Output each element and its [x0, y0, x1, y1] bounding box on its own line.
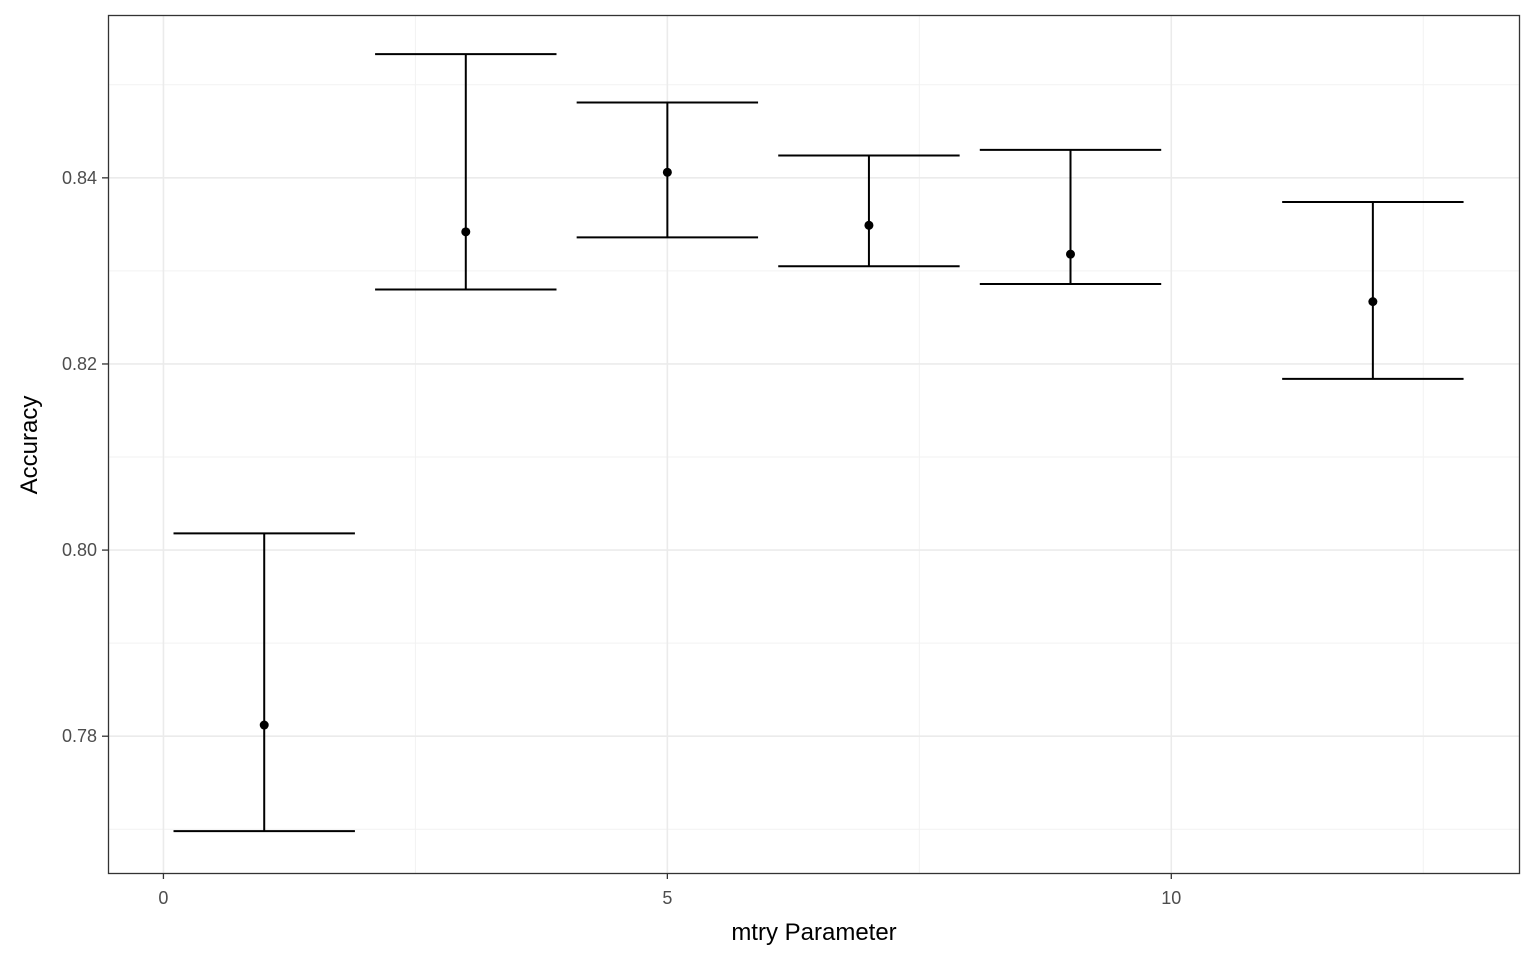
minor-grid	[108, 15, 1519, 873]
data-point	[864, 220, 874, 230]
y-tick-label: 0.78	[62, 726, 97, 746]
x-tick-label: 10	[1161, 888, 1181, 908]
y-axis: 0.78 0.80 0.82 0.84	[62, 168, 108, 746]
y-tick-label: 0.84	[62, 168, 97, 188]
x-tick-label: 0	[158, 888, 168, 908]
panel-border	[107, 14, 1521, 875]
data-point	[1066, 249, 1076, 259]
data-point	[461, 227, 471, 237]
x-axis-title: mtry Parameter	[731, 919, 896, 946]
data-point	[1368, 297, 1378, 307]
x-axis: 0 5 10	[158, 873, 1181, 908]
x-tick-label: 5	[662, 888, 672, 908]
y-tick-label: 0.82	[62, 354, 97, 374]
error-bar-marks	[173, 53, 1464, 833]
data-point	[259, 720, 269, 730]
major-grid	[108, 15, 1519, 873]
data-point	[662, 167, 672, 177]
y-axis-title: Accuracy	[16, 396, 43, 495]
y-tick-label: 0.80	[62, 540, 97, 560]
